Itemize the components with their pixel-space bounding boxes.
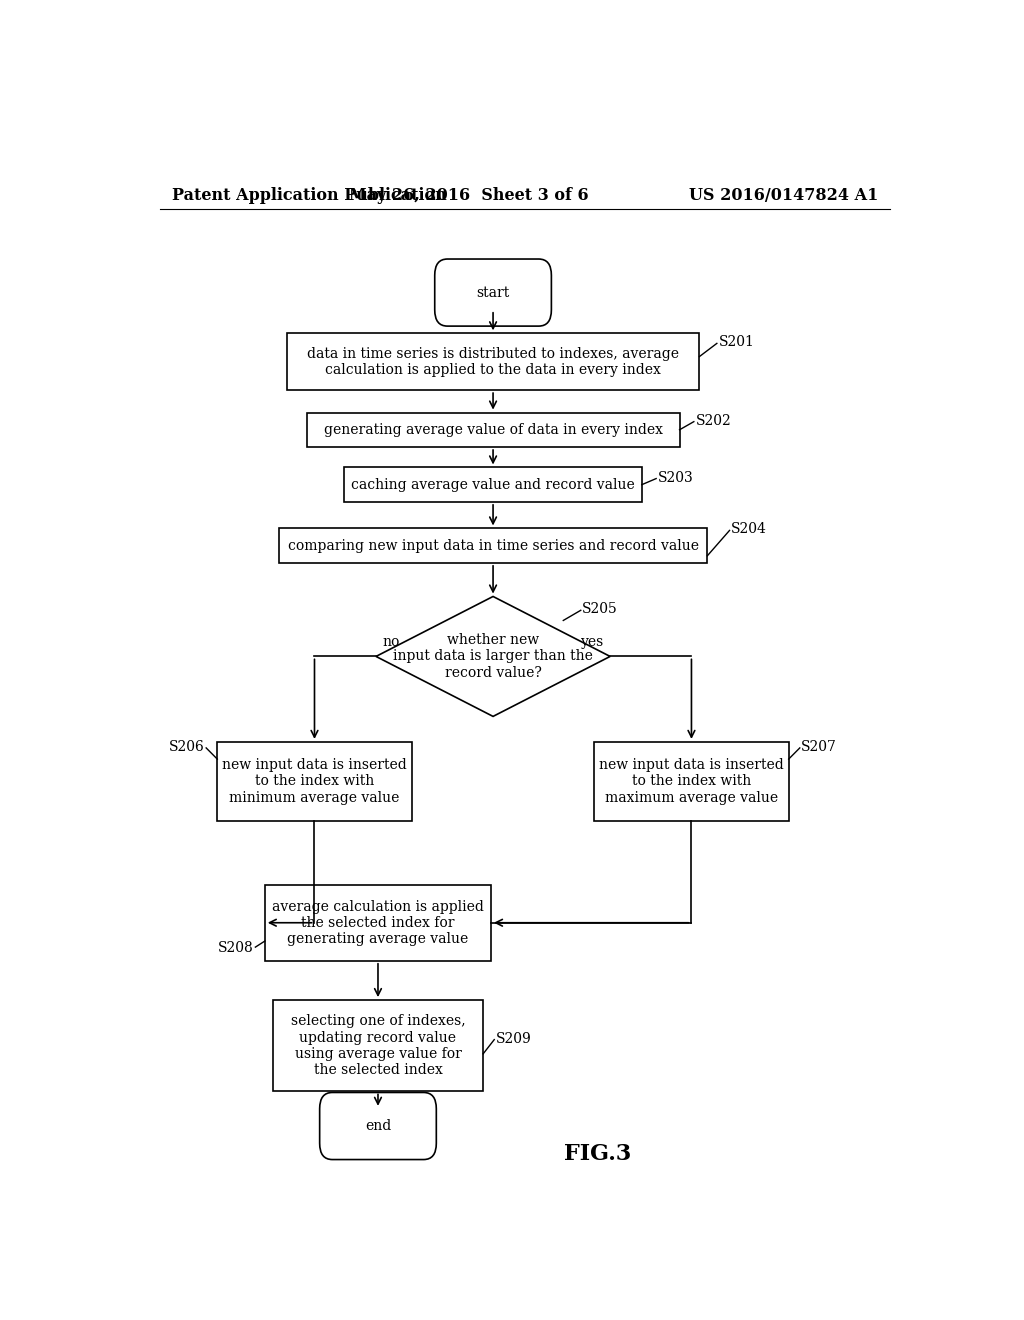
Text: S208: S208 xyxy=(218,941,254,956)
Text: no: no xyxy=(382,635,399,649)
Text: S201: S201 xyxy=(719,335,755,350)
FancyBboxPatch shape xyxy=(287,333,699,391)
Text: S204: S204 xyxy=(731,523,767,536)
FancyBboxPatch shape xyxy=(594,742,788,821)
Polygon shape xyxy=(376,597,610,717)
Text: end: end xyxy=(365,1119,391,1133)
Text: data in time series is distributed to indexes, average
calculation is applied to: data in time series is distributed to in… xyxy=(307,347,679,376)
Text: S205: S205 xyxy=(583,602,618,616)
Text: new input data is inserted
to the index with
maximum average value: new input data is inserted to the index … xyxy=(599,758,783,805)
Text: S209: S209 xyxy=(496,1032,531,1045)
FancyBboxPatch shape xyxy=(217,742,412,821)
FancyBboxPatch shape xyxy=(272,1001,483,1092)
Text: S202: S202 xyxy=(695,413,731,428)
Text: May 26, 2016  Sheet 3 of 6: May 26, 2016 Sheet 3 of 6 xyxy=(349,187,589,205)
FancyBboxPatch shape xyxy=(319,1093,436,1159)
Text: new input data is inserted
to the index with
minimum average value: new input data is inserted to the index … xyxy=(222,758,407,805)
Text: yes: yes xyxy=(581,635,604,649)
Text: selecting one of indexes,
updating record value
using average value for
the sele: selecting one of indexes, updating recor… xyxy=(291,1014,465,1077)
Text: whether new
input data is larger than the
record value?: whether new input data is larger than th… xyxy=(393,634,593,680)
Text: average calculation is applied
the selected index for
generating average value: average calculation is applied the selec… xyxy=(272,899,484,946)
Text: US 2016/0147824 A1: US 2016/0147824 A1 xyxy=(688,187,878,205)
Text: S206: S206 xyxy=(169,741,205,754)
FancyBboxPatch shape xyxy=(435,259,551,326)
Text: comparing new input data in time series and record value: comparing new input data in time series … xyxy=(288,539,698,553)
FancyBboxPatch shape xyxy=(306,412,680,447)
Text: FIG.3: FIG.3 xyxy=(564,1143,632,1166)
Text: S207: S207 xyxy=(802,741,838,754)
Text: generating average value of data in every index: generating average value of data in ever… xyxy=(324,422,663,437)
Text: Patent Application Publication: Patent Application Publication xyxy=(172,187,446,205)
Text: caching average value and record value: caching average value and record value xyxy=(351,478,635,491)
FancyBboxPatch shape xyxy=(265,884,492,961)
Text: start: start xyxy=(476,285,510,300)
Text: S203: S203 xyxy=(657,470,693,484)
FancyBboxPatch shape xyxy=(344,467,642,502)
FancyBboxPatch shape xyxy=(279,528,708,562)
